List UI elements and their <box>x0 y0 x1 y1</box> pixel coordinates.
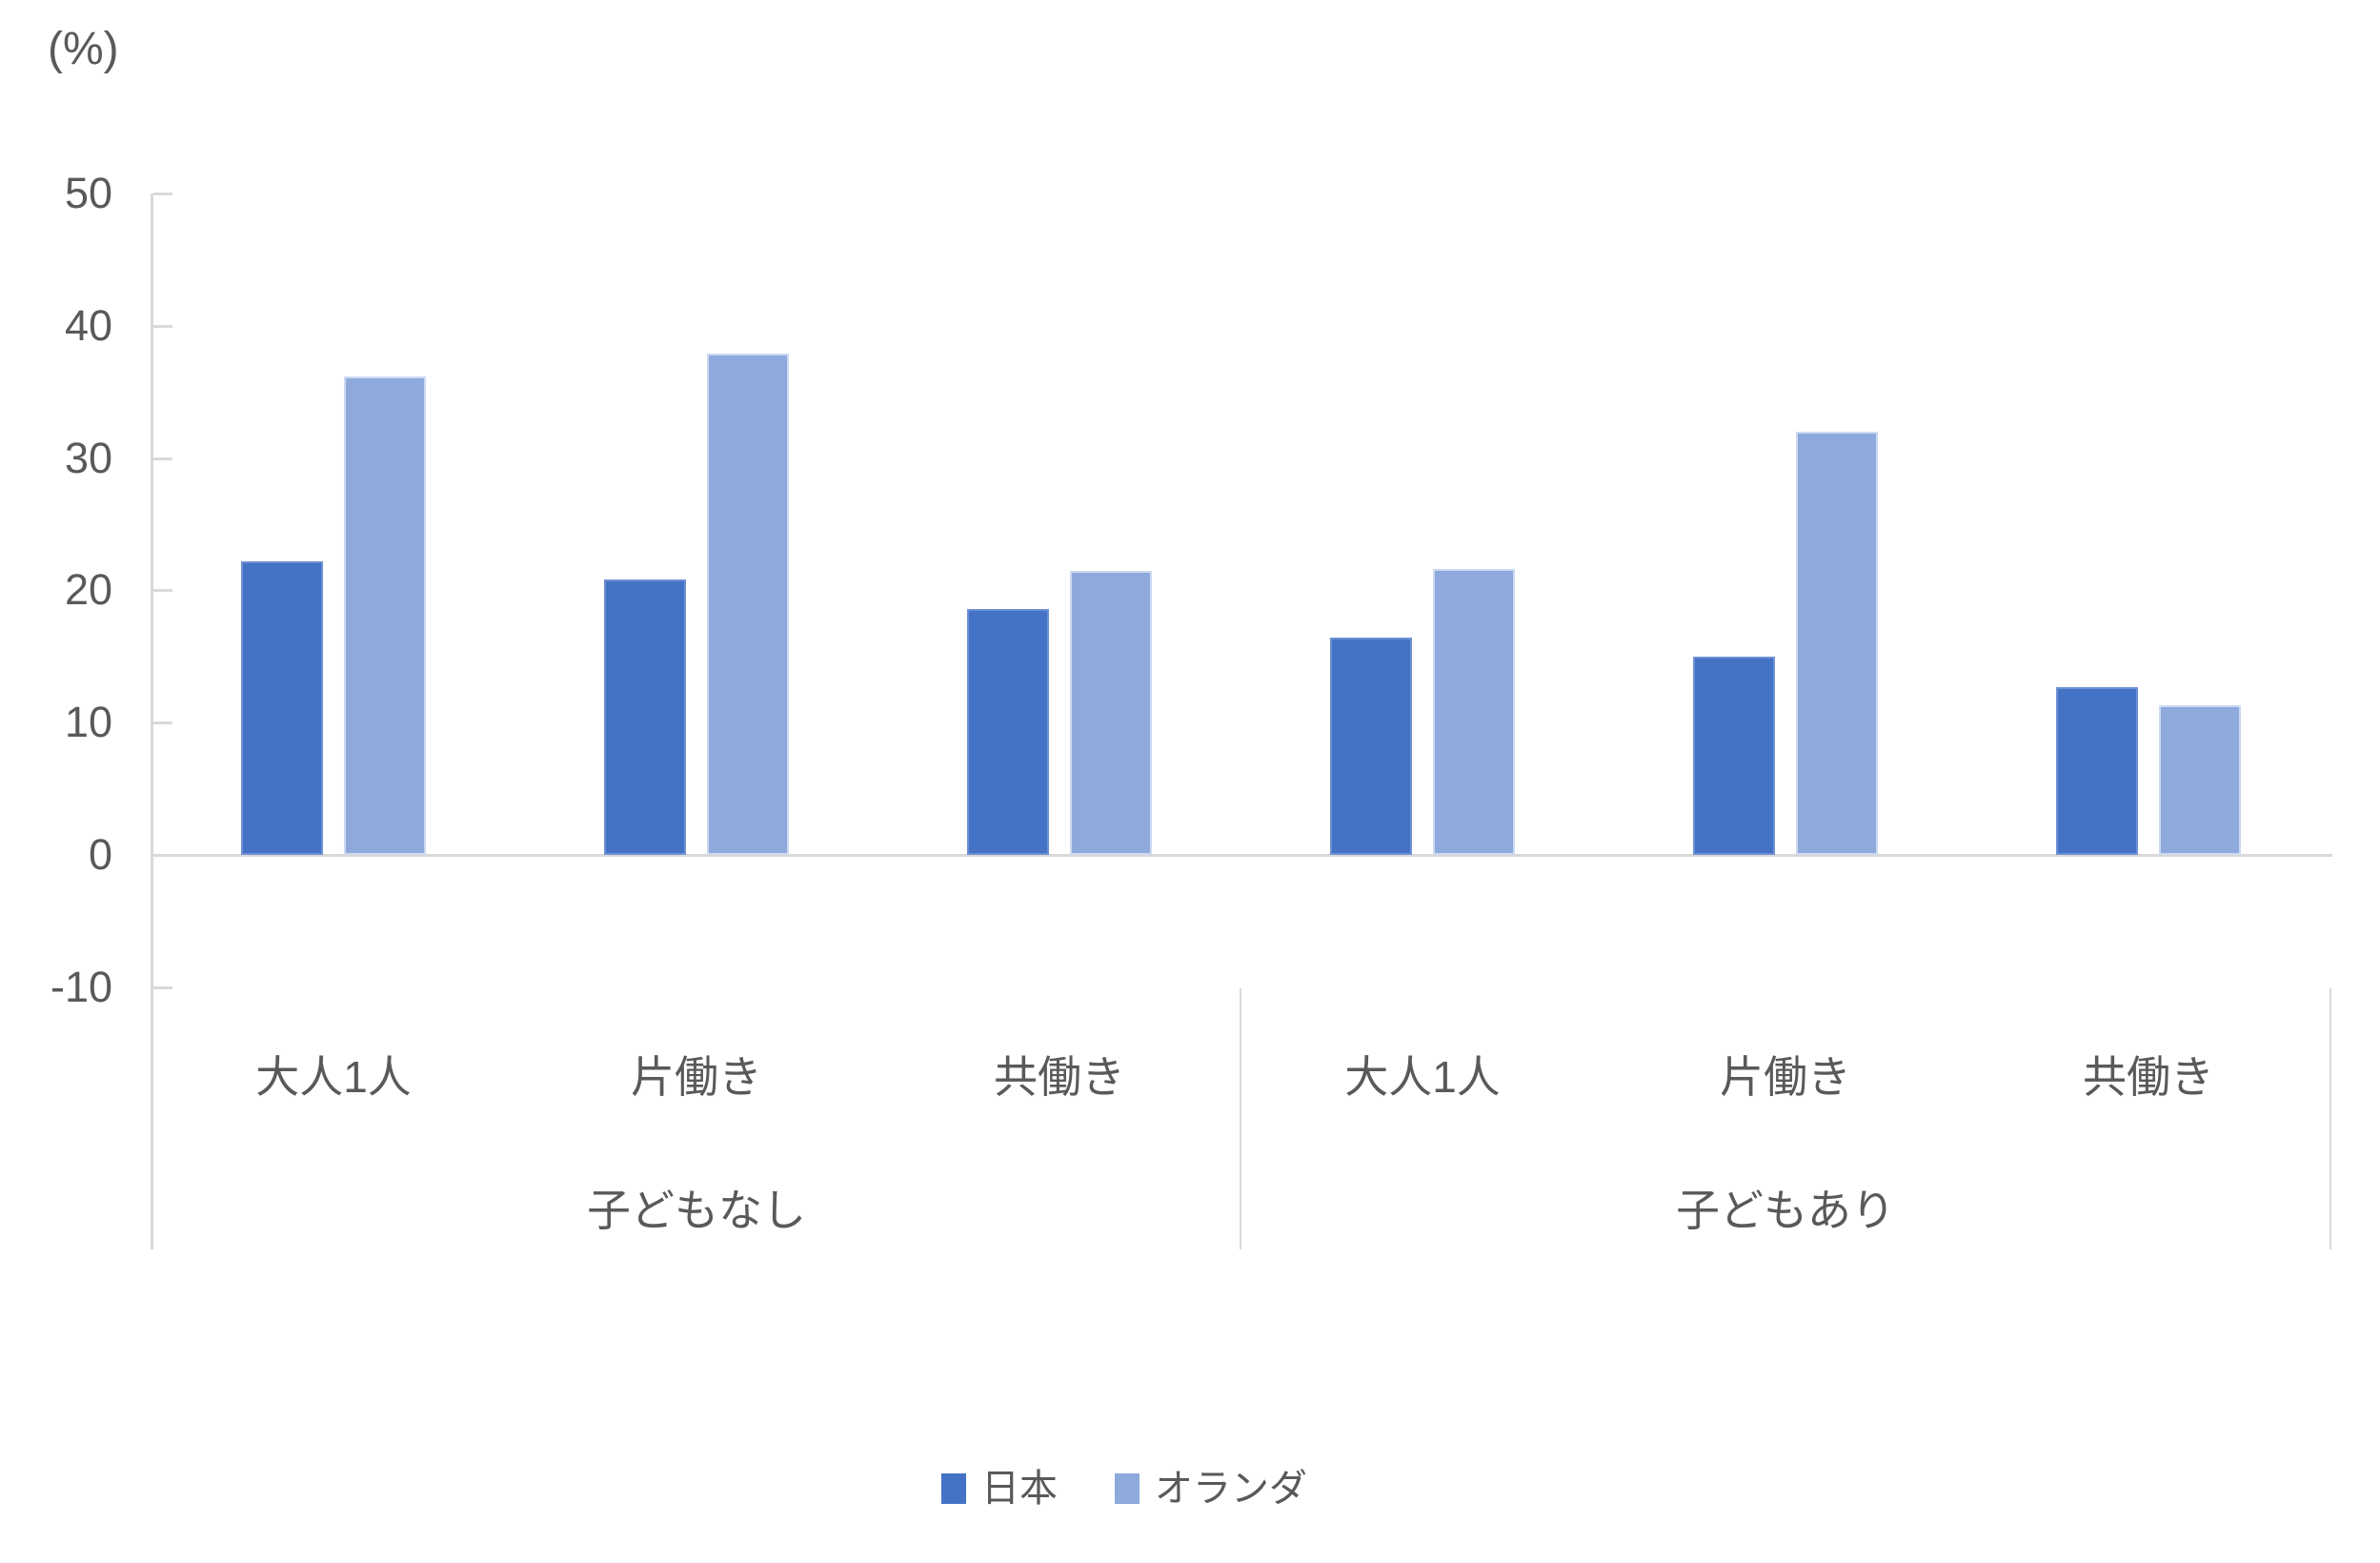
category-label: 大人1人 <box>1344 1052 1501 1102</box>
bar-japan-1 <box>604 579 686 855</box>
y-tick-mark <box>153 986 172 989</box>
legend-marker-netherlands <box>1115 1473 1140 1504</box>
bar-netherlands-5 <box>2159 705 2241 855</box>
y-tick-label: 10 <box>64 698 112 746</box>
category-label: 片働き <box>631 1052 762 1102</box>
category-label: 共働き <box>994 1052 1125 1102</box>
bar-netherlands-4 <box>1796 432 1878 855</box>
y-tick-mark <box>153 325 172 328</box>
y-axis-unit-label: (%) <box>48 24 119 74</box>
legend: 日本 オランダ <box>0 1460 2249 1517</box>
bar-japan-3 <box>1330 638 1412 855</box>
plot-right-border-line <box>2330 988 2331 1249</box>
y-tick-label: -10 <box>50 963 112 1011</box>
y-tick-label: 40 <box>64 301 112 350</box>
y-tick-mark <box>153 721 172 724</box>
bar-netherlands-3 <box>1433 569 1515 855</box>
legend-label-netherlands: オランダ <box>1155 1468 1307 1510</box>
category-label: 大人1人 <box>255 1052 412 1102</box>
category-group-separator-line <box>1240 988 1241 1249</box>
bar-japan-4 <box>1693 657 1775 855</box>
legend-item-japan: 日本 <box>941 1466 1058 1512</box>
category-label: 片働き <box>1720 1052 1851 1102</box>
bar-netherlands-1 <box>707 354 789 855</box>
legend-label-japan: 日本 <box>981 1468 1058 1510</box>
y-tick-label: 50 <box>64 169 112 217</box>
bar-netherlands-2 <box>1070 571 1152 855</box>
bar-japan-0 <box>241 561 323 855</box>
bar-netherlands-0 <box>344 376 426 855</box>
y-axis-line <box>151 193 153 1249</box>
y-tick-mark <box>153 457 172 460</box>
legend-marker-japan <box>941 1473 966 1504</box>
y-tick-label: 20 <box>64 565 112 614</box>
legend-item-netherlands: オランダ <box>1115 1466 1307 1512</box>
category-group-label: 子どもあり <box>1676 1186 1895 1235</box>
bar-japan-5 <box>2056 687 2138 855</box>
category-group-label: 子どもなし <box>587 1186 806 1235</box>
y-tick-label: 30 <box>64 434 112 482</box>
y-tick-mark <box>153 193 172 195</box>
x-axis-zero-line <box>151 854 2332 857</box>
y-tick-label: 0 <box>88 830 112 879</box>
y-tick-mark <box>153 589 172 592</box>
category-label: 共働き <box>2083 1052 2214 1102</box>
bar-japan-2 <box>967 609 1049 855</box>
